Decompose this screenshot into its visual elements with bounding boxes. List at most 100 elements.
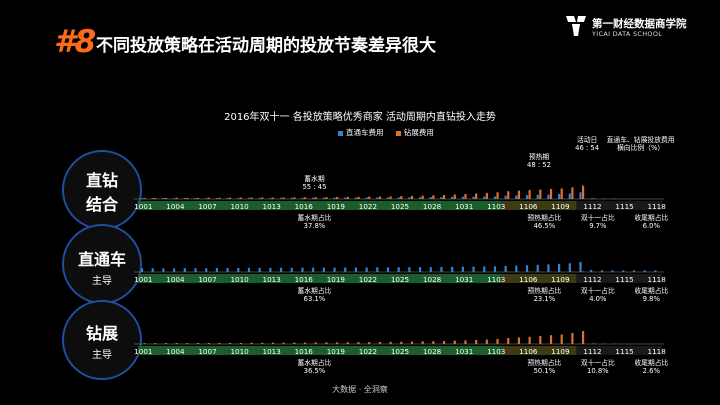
tick-label: 1031 [455,347,473,356]
bar-blue [290,267,293,272]
bar-orange [239,197,242,199]
bar-blue [600,270,603,272]
circle-mixed-line1: 直钻 [85,171,118,190]
bar-blue [493,196,497,199]
bar-orange [560,334,563,344]
bar-orange [175,343,178,344]
legend-swatch-blue [338,130,343,136]
bar-blue [322,267,325,272]
tick-label: 1007 [198,202,216,211]
bar-orange [400,196,403,199]
bar-blue [622,270,625,272]
bar-blue [429,197,432,199]
slide-header: #8 不同投放策略在活动周期的投放节奏差异很大 [0,0,720,70]
bar-orange [410,195,414,199]
bar-orange [528,190,531,199]
annotation-value: 横向比例（%） [617,143,664,152]
strategy-circle-ztc: 直通车 主导 [62,224,142,304]
bar-blue [440,197,443,199]
bar-orange [400,341,403,344]
bar-orange [207,343,210,344]
bar-blue [451,266,454,272]
footer-source: 大数据 · 全洞察 [332,385,388,394]
bar-orange [475,193,478,199]
bar-orange [421,195,424,199]
bar-orange [229,342,232,344]
annotation-label: 双十一占比 [581,286,615,295]
tick-label: 1013 [263,347,281,356]
bar-blue [354,197,358,199]
period-band [138,274,502,283]
annotation-label: 活动日 [577,135,597,144]
bar-orange [303,197,307,199]
bar-blue [194,268,197,272]
bar-blue [611,270,614,272]
tick-label: 1028 [423,202,442,211]
tick-label: 1112 [583,347,601,356]
bar-orange [261,197,264,199]
bar-orange [442,195,446,199]
tick-label: 1004 [166,347,185,356]
bar-orange [229,197,232,199]
bar-blue [558,194,561,199]
bar-blue [365,267,368,272]
bar-blue [333,267,336,272]
bar-blue [247,197,251,199]
bar-orange [250,342,253,344]
bar-blue [547,264,550,272]
bar-orange [539,336,542,344]
bar-orange [389,196,392,199]
tick-label: 1106 [519,275,538,284]
bar-blue [408,267,411,272]
bar-orange [571,187,574,199]
tick-label: 1016 [295,275,314,284]
annotation-label: 预热期占比 [527,286,561,295]
bar-blue [386,267,390,272]
tick-label: 1115 [615,347,633,356]
tick-label: 1031 [455,275,473,284]
tick-label: 1103 [487,347,505,356]
bar-blue [536,264,539,272]
period-band [138,201,502,210]
bar-blue [183,268,186,272]
tick-label: 1118 [648,275,667,284]
annotation-label: 蓄水期占比 [297,213,331,222]
bar-blue [183,198,186,199]
tick-label: 1103 [487,202,505,211]
tick-label: 1019 [327,275,346,284]
bar-blue [568,193,571,199]
bar-orange [154,198,157,199]
tick-label: 1109 [551,275,570,284]
bar-orange [143,198,146,199]
brand-logo: 第一财经数据商学院 YICAI DATA SCHOOL [564,12,714,42]
logo-subtitle: YICAI DATA SCHOOL [592,30,663,38]
bar-blue [525,265,529,272]
bar-orange [357,342,360,344]
tick-label: 1004 [166,275,185,284]
circle-mixed-line2: 结合 [85,195,118,214]
bar-blue [151,198,154,199]
bar-orange [271,197,275,199]
strategy-circle-zz: 钻展 主导 [62,300,142,380]
slide-number: #8 [54,24,96,60]
bar-orange [239,342,242,344]
tick-label: 1019 [327,202,346,211]
bar-blue [590,198,593,199]
bar-blue [140,268,144,272]
tick-label: 1109 [551,347,570,356]
bar-orange [218,197,221,199]
bar-blue [215,198,219,199]
bar-blue [215,268,219,272]
bar-orange [303,342,307,344]
tick-label: 1010 [230,275,249,284]
bar-orange [549,335,553,344]
bar-blue [568,263,571,272]
annotation-value: 9.7% [589,222,607,230]
bar-orange [389,341,392,344]
bar-blue [226,267,229,272]
bar-blue [461,196,464,199]
period-band [501,201,577,210]
annotation-value: 4.0% [589,295,607,303]
annotation-value: 36.5% [304,367,326,375]
tick-label: 1001 [134,275,152,284]
